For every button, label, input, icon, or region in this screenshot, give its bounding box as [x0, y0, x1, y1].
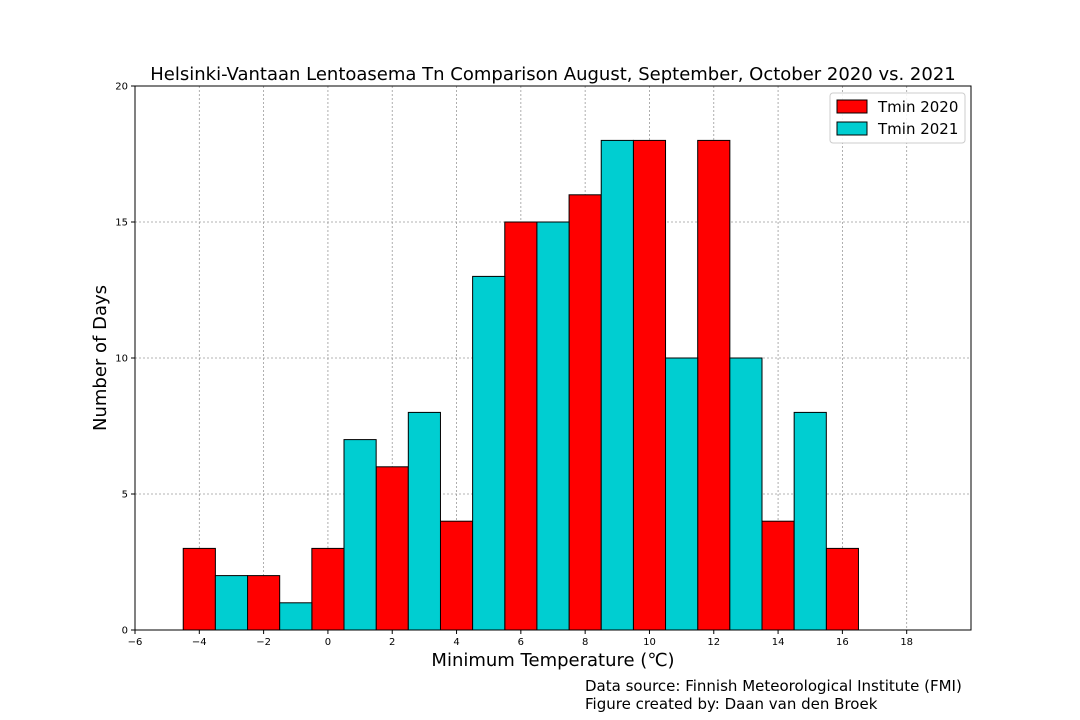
x-tick-label: 16 — [836, 637, 849, 648]
legend: Tmin 2020 Tmin 2021 — [829, 92, 966, 144]
bar-series-1 — [825, 547, 859, 631]
x-tick-label: −4 — [192, 637, 207, 648]
x-tick-label: 12 — [707, 637, 720, 648]
bar-series-1 — [504, 221, 538, 631]
bar-series-2 — [536, 221, 570, 631]
y-axis-ticks: 0 5 10 15 20 — [115, 82, 135, 637]
bar-series-2 — [407, 411, 441, 631]
bar-series-2 — [343, 439, 377, 631]
x-axis-ticks: −6 −4 −2 0 2 4 6 8 10 12 14 16 18 — [128, 630, 913, 648]
bar-series-2 — [665, 357, 699, 631]
bar-series-2 — [472, 275, 506, 631]
bars — [182, 139, 859, 631]
x-tick-label: 6 — [518, 637, 524, 648]
bar-series-1 — [439, 520, 474, 631]
x-tick-label: 8 — [582, 637, 588, 648]
author-credit: Figure created by: Daan van den Broek — [585, 695, 878, 713]
x-tick-label: 4 — [453, 637, 459, 648]
y-tick-label: 10 — [115, 354, 128, 365]
bar-series-1 — [375, 466, 409, 631]
x-tick-label: −2 — [256, 637, 271, 648]
chart-title: Helsinki-Vantaan Lentoasema Tn Compariso… — [150, 64, 955, 85]
y-axis-label: Number of Days — [90, 285, 111, 431]
bar-series-1 — [632, 139, 667, 631]
bar-series-2 — [214, 575, 249, 631]
bar-series-1 — [311, 547, 345, 631]
x-tick-label: −6 — [128, 637, 143, 648]
x-tick-label: 18 — [900, 637, 913, 648]
bar-series-1 — [568, 194, 602, 631]
x-tick-label: 14 — [772, 637, 785, 648]
legend-label: Tmin 2020 — [877, 98, 958, 116]
x-tick-label: 0 — [325, 637, 331, 648]
legend-swatch — [836, 121, 868, 136]
data-source-credit: Data source: Finnish Meteorological Inst… — [585, 677, 962, 695]
y-tick-label: 5 — [122, 490, 128, 501]
bar-series-1 — [761, 520, 795, 631]
x-tick-label: 10 — [643, 637, 656, 648]
x-axis-label: Minimum Temperature (℃) — [431, 650, 674, 671]
y-tick-label: 15 — [115, 218, 128, 229]
bar-series-2 — [793, 411, 827, 631]
bar-series-1 — [697, 139, 731, 631]
y-tick-label: 20 — [115, 82, 128, 93]
bar-series-2 — [279, 602, 313, 631]
bar-series-1 — [247, 575, 281, 631]
y-tick-label: 0 — [122, 626, 128, 637]
bar-series-2 — [600, 139, 634, 631]
bar-series-1 — [182, 547, 216, 631]
legend-label: Tmin 2021 — [877, 120, 958, 138]
legend-swatch — [836, 99, 868, 114]
bar-series-2 — [729, 357, 763, 631]
x-tick-label: 2 — [389, 637, 395, 648]
